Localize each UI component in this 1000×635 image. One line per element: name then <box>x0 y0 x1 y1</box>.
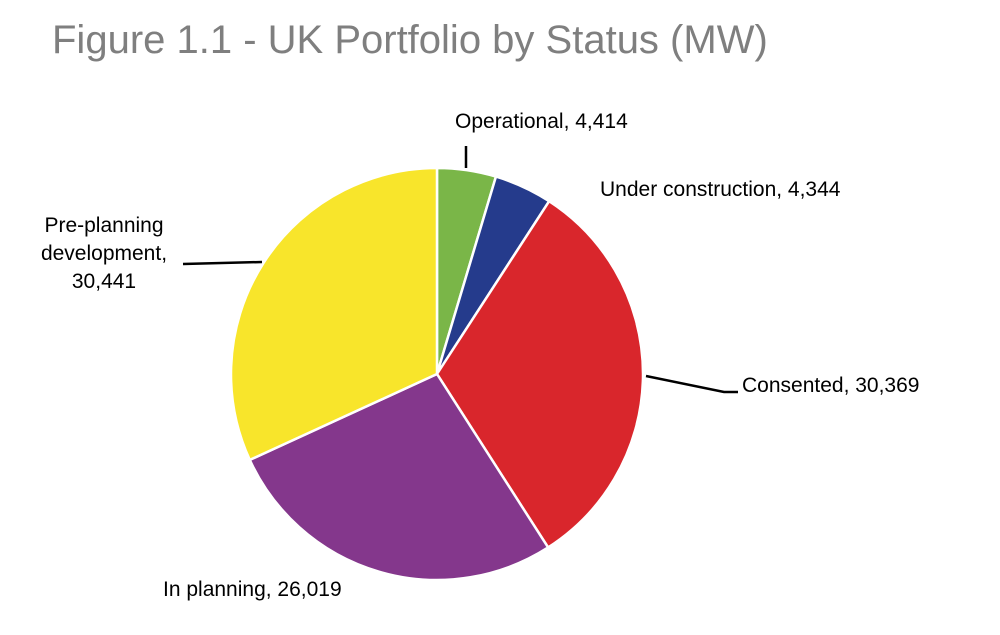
pie-slice-consented <box>435 199 645 549</box>
leader-line <box>182 260 263 266</box>
leader-lines <box>182 146 738 394</box>
data-label: Pre-planning <box>44 214 163 237</box>
data-label: Consented, 30,369 <box>742 374 919 397</box>
data-labels: Operational, 4,414 Under construction, 4,… <box>41 110 920 601</box>
chart-title: Figure 1.1 - UK Portfolio by Status (MW) <box>52 18 768 62</box>
data-label: In planning, 26,019 <box>163 578 342 601</box>
data-label: 30,441 <box>72 270 136 293</box>
data-label: development, <box>41 242 167 265</box>
data-label: Under construction, 4,344 <box>600 178 841 201</box>
pie-slice-in-planning <box>248 372 550 582</box>
leader-line <box>645 374 738 394</box>
data-label: Operational, 4,414 <box>455 110 628 133</box>
pie-slice-pre-planning-development <box>229 166 439 462</box>
pie-slices <box>229 166 645 582</box>
